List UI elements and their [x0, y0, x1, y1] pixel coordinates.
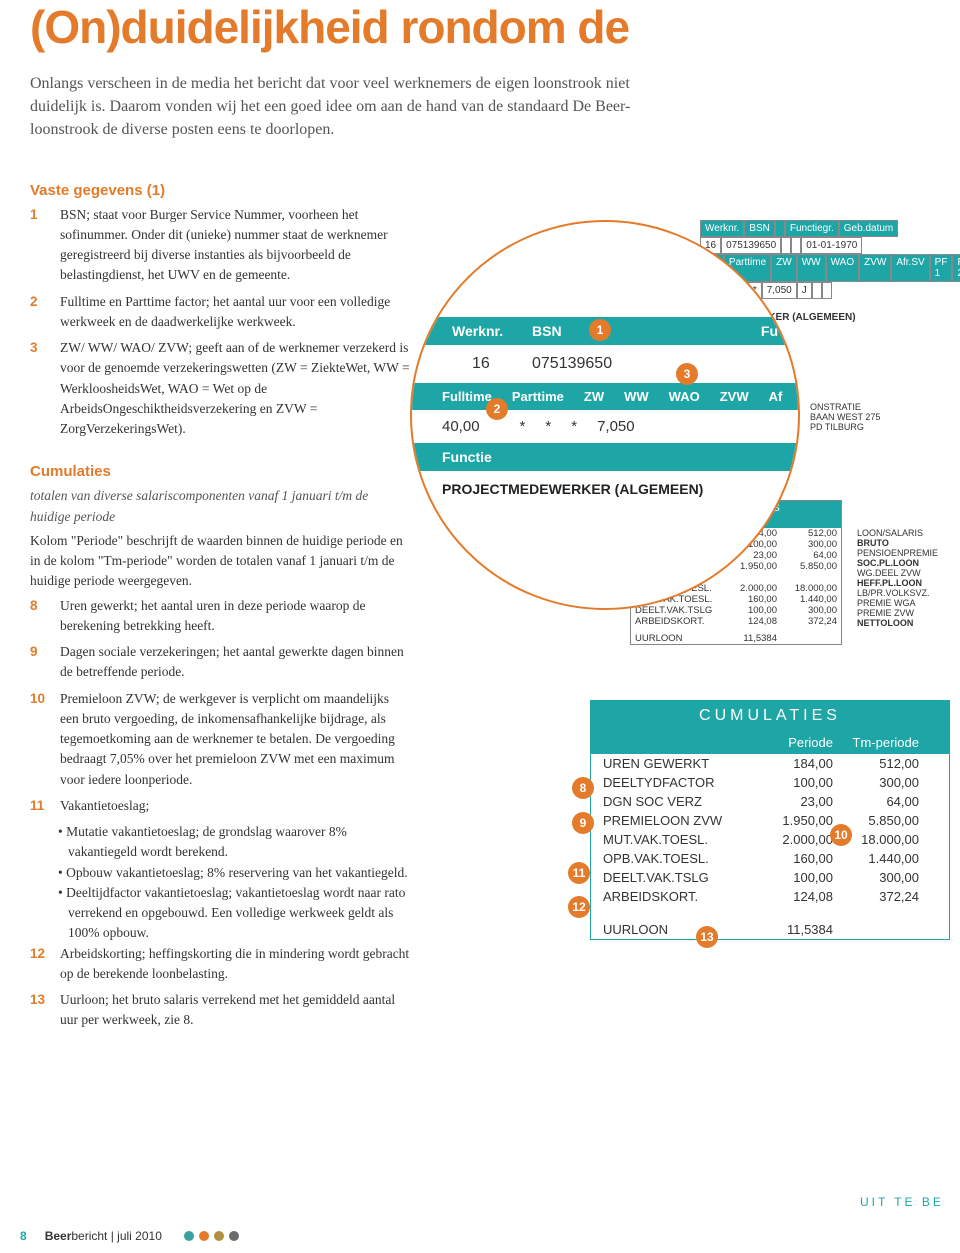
annotation-13: 13 [696, 926, 718, 948]
page-footer: 8 Beerbericht | juli 2010 [20, 1229, 239, 1243]
annotation-10: 10 [830, 824, 852, 846]
annotation-9: 9 [572, 812, 594, 834]
cumulaties-subtitle: totalen van diverse salariscomponenten v… [30, 486, 410, 527]
list-item: 13Uurloon; het bruto salaris verrekend m… [30, 990, 410, 1031]
sub-bullet: Mutatie vakantietoeslag; de grondslag wa… [58, 822, 410, 863]
cumulaties-right-labels: LOON/SALARISBRUTOPENSIOENPREMIESOC.PL.LO… [855, 528, 940, 628]
intro-paragraph: Onlangs verscheen in de media het berich… [30, 72, 670, 142]
list-item: 10Premieloon ZVW; de werkgever is verpli… [30, 689, 410, 790]
sub-bullet: Deeltijdfactor vakantietoeslag; vakantie… [58, 883, 410, 944]
list-item: 3ZW/ WW/ WAO/ ZVW; geeft aan of de werkn… [30, 338, 410, 439]
page-title: (On)duidelijkheid rondom de [30, 0, 940, 54]
annotation-2: 2 [486, 398, 508, 420]
vaste-list: 1BSN; staat voor Burger Service Nummer, … [30, 205, 410, 440]
cumulaties-para: Kolom "Periode" beschrijft de waarden bi… [30, 531, 410, 592]
list-item: 1BSN; staat voor Burger Service Nummer, … [30, 205, 410, 286]
footer-dots [184, 1231, 239, 1241]
annotation-3: 3 [676, 363, 698, 385]
list-item: 2Fulltime en Parttime factor; het aantal… [30, 292, 410, 333]
annotation-1: 1 [589, 319, 611, 341]
list-item: 8Uren gewerkt; het aantal uren in deze p… [30, 596, 410, 637]
list-item: 12Arbeidskorting; heffingskorting die in… [30, 944, 410, 985]
annotation-11: 11 [568, 862, 590, 884]
cumulaties-table-zoom: CUMULATIES PeriodeTm-periode UREN GEWERK… [590, 700, 950, 940]
section-heading-vaste: Vaste gegevens (1) [30, 182, 410, 199]
bg-address: ONSTRATIEBAAN WEST 275PD TILBURG [810, 402, 880, 432]
magnifier-circle: Werknr.BSNFu 16075139650 FulltimeParttim… [410, 220, 800, 610]
cumulaties-list: 8Uren gewerkt; het aantal uren in deze p… [30, 596, 410, 1031]
list-item: 11Vakantietoeslag; [30, 796, 410, 816]
page-number: 8 [20, 1229, 27, 1243]
annotation-12: 12 [568, 896, 590, 918]
section-heading-cumulaties: Cumulaties [30, 463, 410, 480]
list-item: 9Dagen sociale verzekeringen; het aantal… [30, 642, 410, 683]
annotation-8: 8 [572, 777, 594, 799]
uit-te-betalen-fragment: UIT TE BE [860, 1195, 944, 1209]
sub-bullet: Opbouw vakantietoeslag; 8% reservering v… [58, 863, 410, 883]
